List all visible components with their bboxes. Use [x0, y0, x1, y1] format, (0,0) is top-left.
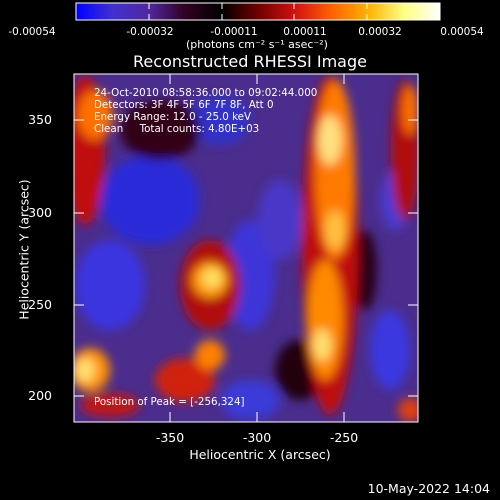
colorbar-tick-marks [75, 3, 441, 20]
footer-date: 10-May-2022 14:04 [367, 481, 490, 496]
y-tick-label: 350 [28, 112, 52, 127]
peak-position-label: Position of Peak = [-256,324] [94, 396, 245, 408]
annotation-detectors: Detectors: 3F 4F 5F 6F 7F 8F, Att 0 [94, 99, 274, 111]
plot-frame [73, 73, 419, 423]
y-axis-label: Heliocentric Y (arcsec) [16, 179, 32, 320]
annotation-energy-range: Energy Range: 12.0 - 25.0 keV [94, 111, 252, 123]
axis-tick-marks [74, 74, 418, 422]
colorbar-tick-label: -0.00054 [8, 26, 56, 38]
image-title: Reconstructed RHESSI Image [133, 52, 367, 71]
x-tick-label: -350 [155, 430, 185, 445]
x-tick-label: -300 [242, 430, 272, 445]
y-tick-label: 300 [28, 205, 52, 220]
colorbar-units: (photons cm⁻² s⁻¹ asec⁻²) [186, 38, 328, 51]
x-tick-label: -250 [329, 430, 359, 445]
colorbar-tick-label: 0.00032 [358, 26, 402, 38]
annotation-clean-counts: Clean Total counts: 4.80E+03 [94, 123, 260, 135]
y-tick-label: 200 [28, 388, 52, 403]
colorbar-tick-label: 0.00011 [283, 26, 327, 38]
colorbar-tick-label: -0.00032 [126, 26, 174, 38]
colorbar [75, 2, 441, 21]
colorbar-tick-label: -0.00011 [210, 26, 258, 38]
x-axis-label: Heliocentric X (arcsec) [189, 447, 331, 462]
rhessi-image [74, 74, 418, 422]
annotation-time-range: 24-Oct-2010 08:58:36.000 to 09:02:44.000 [94, 87, 318, 99]
colorbar-tick-label: 0.00054 [440, 26, 484, 38]
y-tick-label: 250 [28, 297, 52, 312]
